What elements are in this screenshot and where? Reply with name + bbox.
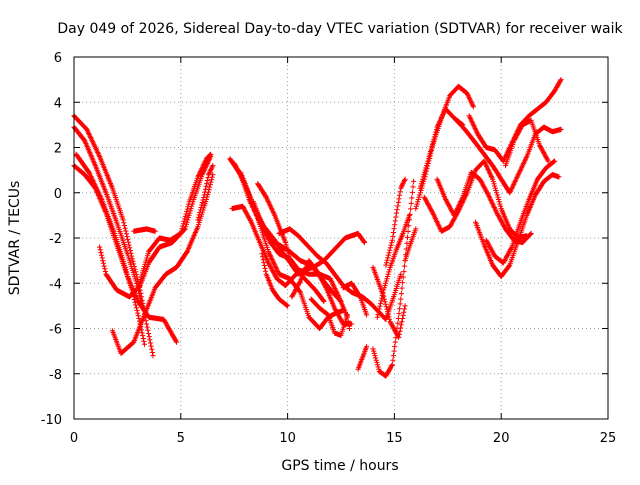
x-axis-title: GPS time / hours xyxy=(281,458,398,474)
data-track xyxy=(97,154,214,300)
data-track xyxy=(370,264,408,341)
data-track xyxy=(131,226,158,234)
data-track xyxy=(383,176,408,268)
data-track xyxy=(434,169,534,246)
y-tick-label: 0 xyxy=(54,187,62,202)
data-track xyxy=(402,226,419,264)
data-track xyxy=(109,172,216,356)
data-track xyxy=(374,212,412,320)
y-tick-label: -2 xyxy=(49,232,62,247)
y-tick-label: 6 xyxy=(54,51,62,66)
y-tick-label: -10 xyxy=(41,413,62,428)
data-track xyxy=(453,117,564,196)
data-track xyxy=(195,163,216,223)
data-layer xyxy=(71,77,564,379)
x-tick-label: 10 xyxy=(279,431,296,446)
y-tick-label: -6 xyxy=(49,323,62,338)
data-track xyxy=(473,172,562,280)
data-track xyxy=(308,296,350,338)
x-tick-label: 20 xyxy=(493,431,510,446)
y-tick-label: 4 xyxy=(54,96,62,111)
y-tick-label: -4 xyxy=(49,277,62,292)
data-track xyxy=(259,251,291,309)
x-tick-label: 15 xyxy=(386,431,403,446)
data-track xyxy=(355,344,370,372)
y-axis-title: SDTVAR / TECUs xyxy=(7,181,23,296)
y-tick-label: -8 xyxy=(49,368,62,383)
y-tick-label: 2 xyxy=(54,142,62,157)
data-track xyxy=(135,151,214,291)
data-track xyxy=(255,181,301,277)
data-track xyxy=(483,158,558,266)
x-tick-label: 5 xyxy=(177,431,185,446)
data-track xyxy=(502,117,551,169)
x-tick-label: 25 xyxy=(600,431,617,446)
x-tick-label: 0 xyxy=(70,431,78,446)
chart-title: Day 049 of 2026, Sidereal Day-to-day VTE… xyxy=(57,21,623,37)
data-track xyxy=(340,280,370,318)
